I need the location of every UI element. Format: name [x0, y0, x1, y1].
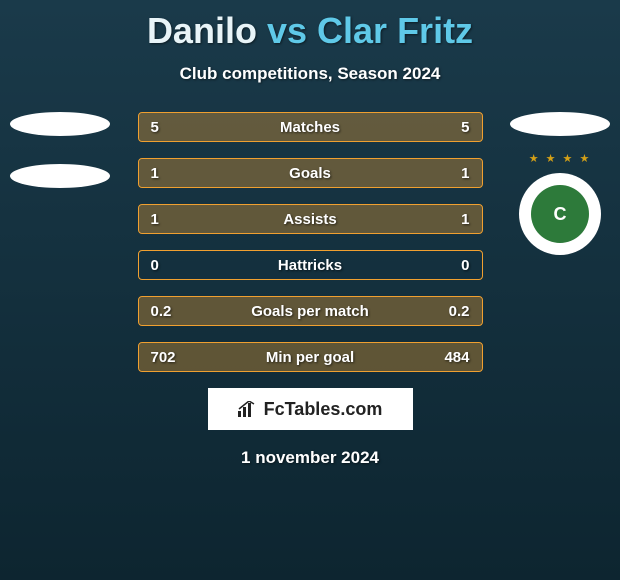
player1-badge: [10, 112, 110, 216]
player2-badge: ★ ★ ★ ★ C: [510, 112, 610, 264]
vs-text: vs: [267, 10, 307, 51]
stat-value-right: 0: [461, 257, 469, 274]
stat-value-left: 0: [151, 257, 159, 274]
crest-outer: C: [519, 173, 601, 255]
stat-label: Assists: [283, 211, 336, 228]
stat-label: Goals per match: [251, 303, 369, 320]
stat-value-left: 1: [151, 165, 159, 182]
stat-row: 0.2 Goals per match 0.2: [138, 296, 483, 326]
chart-icon: [238, 401, 258, 417]
crest-stars-icon: ★ ★ ★ ★: [510, 152, 610, 165]
brand-text: FcTables.com: [264, 399, 383, 420]
stat-bar-right: [310, 159, 482, 187]
ellipse-icon: [510, 112, 610, 136]
stat-value-right: 1: [461, 211, 469, 228]
stat-row: 702 Min per goal 484: [138, 342, 483, 372]
stat-row: 1 Goals 1: [138, 158, 483, 188]
stat-label: Min per goal: [266, 349, 354, 366]
stat-value-left: 1: [151, 211, 159, 228]
stat-bar-left: [139, 159, 311, 187]
stat-label: Matches: [280, 119, 340, 136]
stat-row: 5 Matches 5: [138, 112, 483, 142]
player1-name: Danilo: [147, 10, 257, 51]
stats-area: ★ ★ ★ ★ C 5 Matches 5 1 Goals 1 1 Assists 1 0 Hatt…: [0, 112, 620, 372]
stat-label: Goals: [289, 165, 331, 182]
stat-rows: 5 Matches 5 1 Goals 1 1 Assists 1 0 Hattricks 0 0.2 G…: [138, 112, 483, 372]
stat-value-right: 0.2: [449, 303, 470, 320]
stat-value-left: 0.2: [151, 303, 172, 320]
stat-value-right: 1: [461, 165, 469, 182]
stat-value-right: 5: [461, 119, 469, 136]
player2-name: Clar Fritz: [317, 10, 473, 51]
ellipse-icon: [10, 164, 110, 188]
stat-row: 1 Assists 1: [138, 204, 483, 234]
crest-inner: C: [531, 185, 589, 243]
stat-value-right: 484: [444, 349, 469, 366]
stat-label: Hattricks: [278, 257, 342, 274]
footer-date: 1 november 2024: [0, 448, 620, 468]
ellipse-icon: [10, 112, 110, 136]
brand-badge: FcTables.com: [208, 388, 413, 430]
subtitle: Club competitions, Season 2024: [0, 64, 620, 84]
stat-row: 0 Hattricks 0: [138, 250, 483, 280]
stat-value-left: 5: [151, 119, 159, 136]
stat-value-left: 702: [151, 349, 176, 366]
club-crest: ★ ★ ★ ★ C: [510, 164, 610, 264]
comparison-title: Danilo vs Clar Fritz: [0, 0, 620, 52]
